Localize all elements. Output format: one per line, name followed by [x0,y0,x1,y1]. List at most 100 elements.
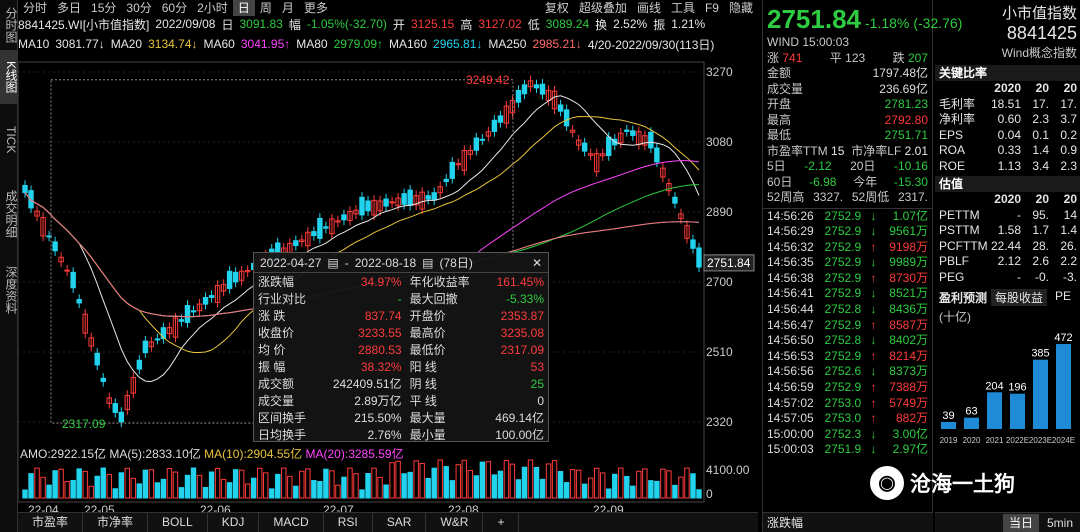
popup-label: 区间换手 [258,411,307,425]
table-row: PCFTTM 22.44 28. 26. [939,238,1077,253]
y-tick-label: 2510 [706,345,733,359]
volume-bar [527,459,534,499]
period-tab[interactable]: 周 [259,1,272,15]
candle-body [52,241,58,252]
tab-trade-detail[interactable]: 成交明细 [4,190,18,238]
tab-depth[interactable]: 深度资料 [4,266,18,314]
candle-body [371,199,377,216]
indicator-tab[interactable]: 市净率 [83,513,149,532]
volume-bar [293,485,299,499]
tick-row: 14:56:32 2752.9 ↑ 9198万 [767,239,928,254]
volume-bar [40,476,46,499]
period-tab[interactable]: 15分 [91,1,117,15]
volume-bar [244,483,251,499]
tool-button[interactable]: 超级叠加 [578,1,627,15]
candle-body [678,213,684,220]
volume-bar [100,467,106,499]
volume-bar [654,480,660,499]
volume-bar [630,485,636,499]
calendar-icon[interactable]: ▤ [327,255,339,270]
volume-bar [58,468,64,499]
volume-bar [593,467,600,499]
indicator-tab[interactable]: KDJ [208,513,260,532]
volume-legend-item: AMO: [20,447,51,461]
low-label: 低 [527,17,540,32]
volume-bar [28,473,34,499]
forecast-year: 2020 [963,436,981,445]
candle-body [407,189,413,206]
popup-start-date[interactable]: 2022-04-27 [260,255,322,270]
forecast-tab-eps[interactable]: 每股收益 [991,289,1048,306]
indicator-tab[interactable]: + [483,513,520,532]
candle-body [88,337,94,347]
tab-intraday[interactable]: 分时图 [4,7,18,43]
table-header: 2020 20 20 [994,81,1077,95]
period-tab[interactable]: 60分 [161,1,188,15]
candle-body [335,220,341,223]
period-tab[interactable]: 日 [232,0,255,16]
tool-button[interactable]: F9 [704,1,719,15]
volume-legend-item: MA(10): [204,447,247,461]
tool-button[interactable]: 隐藏 [728,1,753,15]
quote-row: 开盘 2781.23 [767,97,928,111]
volume-bar [491,474,498,499]
volume-bar [678,476,684,499]
volume-bar [413,460,419,499]
indicator-tab[interactable]: SAR [373,513,427,532]
today-button[interactable]: 当日 [1002,513,1039,532]
change-value: -1.05%(-32.70) [306,17,387,31]
volume-bar [118,472,125,499]
indicator-tab[interactable]: MACD [259,513,324,532]
valuation-table: 2020 20 20 PETTM -95. 14 PSTTM 1.58 1.7 1.4 PCFTTM… [935,192,1080,285]
candle-body [660,167,666,178]
forecast-bar-label: 472 [1054,332,1072,344]
period-tab[interactable]: 多日 [57,1,82,15]
volume-bar [112,488,118,499]
forecast-bar-label: 204 [985,380,1003,392]
volume-bar [353,473,359,499]
candle-body [130,376,137,394]
indicator-tab[interactable]: 市盈率 [18,513,84,532]
indicator-tab[interactable]: W&R [426,513,484,532]
table-row: ROE 1.13 3.4 2.3 [939,158,1077,173]
forecast-tab-pe[interactable]: PE [1055,289,1072,303]
volume-bar [648,480,654,499]
tab-tick[interactable]: TICK [4,126,18,154]
popup-end-date[interactable]: 2022-08-18 [354,255,417,270]
candle-body [437,186,443,194]
popup-value: 2.89万亿 [354,394,402,408]
tool-button[interactable]: 工具 [670,1,695,15]
candle-body [124,395,131,411]
candle-body [28,190,34,209]
tab-kline[interactable]: K线图 [0,50,18,104]
5min-button[interactable]: 5min [1046,515,1073,530]
last-price: 2751.84 [767,4,861,34]
forecast-bar-label: 196 [1008,382,1026,394]
popup-label: 最大量 [409,411,446,425]
popup-value: 2353.87 [500,308,544,323]
calendar-icon[interactable]: ▤ [422,255,434,270]
close-icon[interactable]: ✕ [531,255,542,270]
tick-list[interactable]: 14:56:26 2752.9 ↓ 1.07亿 14:56:29 2752.9 ↓ 9561万… [763,207,932,459]
indicator-tab[interactable]: RSI [324,513,373,532]
forecast-bar-chart: 39 2019 63 2020 204 2021 196 2022E 385 2023E 472 20… [940,332,1075,445]
candle-body [323,226,329,229]
period-tab[interactable]: 30分 [126,1,152,15]
volume-bar [22,489,28,499]
volume-bar [672,484,678,499]
indicator-tab[interactable]: BOLL [148,513,208,532]
perf-row: 52周高 3327. 52周低 2317. [767,190,928,204]
tool-button[interactable]: 画线 [636,1,661,15]
candle-body [672,196,678,204]
volume-bar [389,462,395,499]
volume-bar [690,473,696,499]
period-tab[interactable]: 2小时 [197,1,228,15]
volume-bar [485,461,492,499]
tool-button[interactable]: 复权 [544,1,569,15]
volume-bar [46,484,52,499]
open-value: 3125.15 [410,17,455,31]
period-tab[interactable]: 分时 [23,1,48,15]
candle-body [485,131,492,137]
period-tab[interactable]: 更多 [303,1,328,15]
period-tab[interactable]: 月 [281,1,294,15]
